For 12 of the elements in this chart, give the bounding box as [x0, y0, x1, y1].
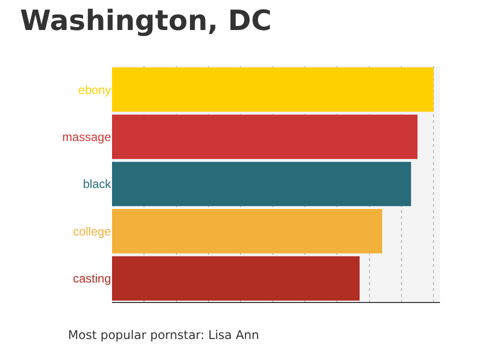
y-tick-label: casting: [72, 272, 111, 286]
chart-title: Washington, DC: [20, 4, 272, 38]
y-tick-label: college: [72, 224, 112, 238]
bar: [112, 256, 360, 301]
bar: [112, 67, 434, 112]
bar: [112, 209, 382, 254]
text: Most popular pornstar: Lisa Ann: [68, 328, 260, 342]
bar: [112, 162, 412, 206]
y-tick-label: ebony: [78, 82, 111, 97]
y-tick-label: black: [82, 177, 112, 192]
y-tick-label: massage: [62, 130, 112, 144]
bar: [112, 114, 418, 159]
